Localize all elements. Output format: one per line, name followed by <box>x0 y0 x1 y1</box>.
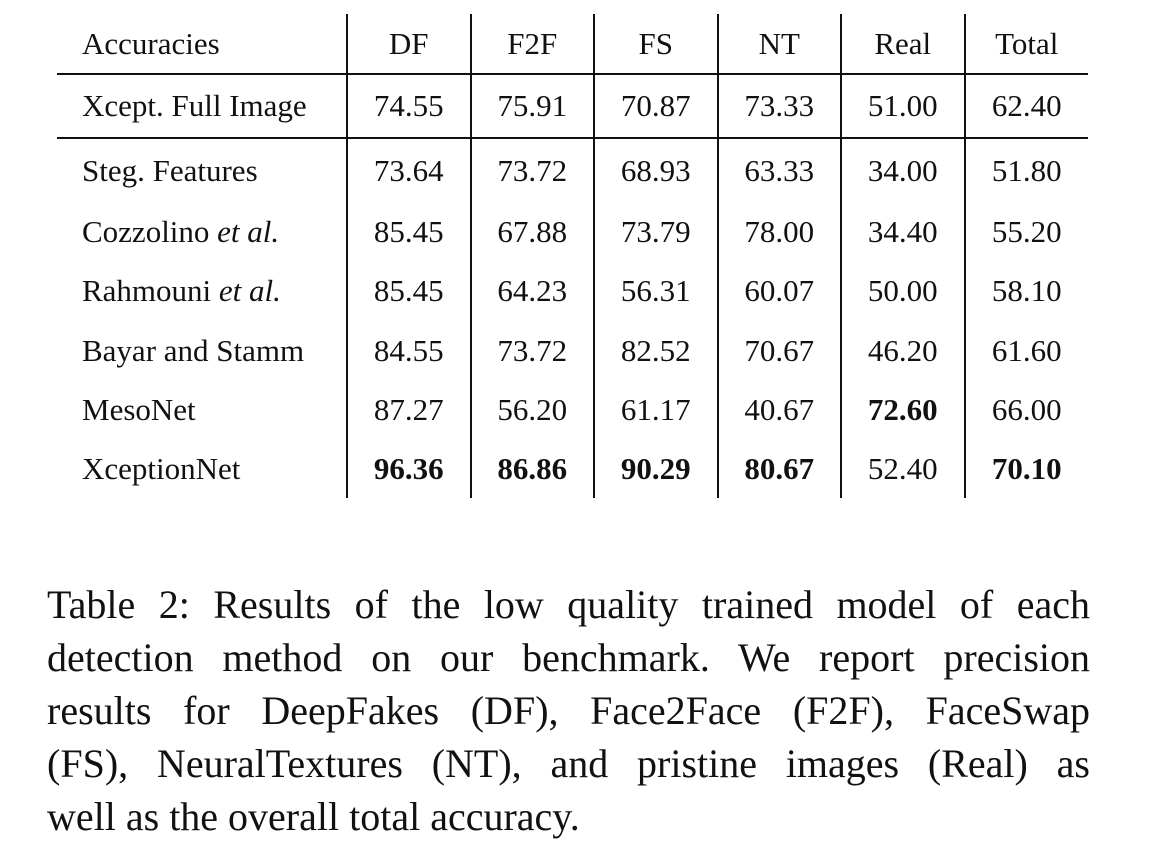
row-method-label: MesoNet <box>82 392 196 428</box>
cell-f2f: 75.91 <box>469 74 594 139</box>
table-row-baseline: Xcept. Full Image 74.55 75.91 70.87 73.3… <box>57 74 1088 139</box>
cell-total: 58.10 <box>963 261 1088 321</box>
cell-f2f: 56.20 <box>469 380 594 440</box>
cell-real: 50.00 <box>840 261 965 321</box>
column-header-real: Real <box>840 14 965 75</box>
cell-nt: 70.67 <box>716 321 841 381</box>
cell-nt: 63.33 <box>716 138 841 202</box>
column-header-nt: NT <box>716 14 841 75</box>
cell-total: 62.40 <box>963 74 1088 139</box>
table-row: Steg. Features 73.64 73.72 68.93 63.33 3… <box>57 138 1088 202</box>
caption-line: Table 2: Results of the low quality trai… <box>47 582 1090 627</box>
caption-line: well as the overall total accuracy. <box>47 794 580 839</box>
table-row: MesoNet 87.27 56.20 61.17 40.67 72.60 66… <box>57 380 1088 440</box>
cell-fs: 56.31 <box>593 261 718 321</box>
caption-line: (FS), NeuralTextures (NT), and pristine … <box>47 741 1090 786</box>
cell-real: 34.00 <box>840 138 965 202</box>
table-header-row: Accuracies DF F2F FS NT Real Total <box>57 14 1088 75</box>
cell-fs: 73.79 <box>593 202 718 262</box>
cell-real: 34.40 <box>840 202 965 262</box>
column-header-f2f: F2F <box>469 14 594 75</box>
cell-df: 85.45 <box>346 261 471 321</box>
caption-line: results for DeepFakes (DF), Face2Face (F… <box>47 688 1090 733</box>
cell-fs: 82.52 <box>593 321 718 381</box>
row-method-label: Xcept. Full Image <box>57 74 347 139</box>
method-name: Cozzolino <box>82 213 210 249</box>
table-caption: Table 2: Results of the low quality trai… <box>47 578 1090 843</box>
cell-df: 85.45 <box>346 202 471 262</box>
cell-total: 55.20 <box>963 202 1088 262</box>
table-row: XceptionNet 96.36 86.86 90.29 80.67 52.4… <box>57 440 1088 498</box>
cell-df: 73.64 <box>346 138 471 202</box>
cell-df-best: 96.36 <box>346 440 471 498</box>
table-row: Bayar and Stamm 84.55 73.72 82.52 70.67 … <box>57 321 1088 381</box>
cell-nt: 60.07 <box>716 261 841 321</box>
cell-real: 52.40 <box>840 440 965 498</box>
column-header-accuracies: Accuracies <box>57 14 347 75</box>
table-row: Rahmouni et al. 85.45 64.23 56.31 60.07 … <box>57 261 1088 322</box>
row-method-label: Steg. Features <box>82 152 258 188</box>
cell-f2f-best: 86.86 <box>469 440 594 498</box>
cell-nt-best: 80.67 <box>716 440 841 498</box>
row-method-label: Cozzolino et al. <box>57 202 347 262</box>
cell-f2f: 73.72 <box>469 138 594 202</box>
column-header-df: DF <box>346 14 471 75</box>
cell-f2f: 64.23 <box>469 261 594 321</box>
cell-total: 66.00 <box>963 380 1088 440</box>
row-method-label: XceptionNet <box>82 451 241 486</box>
cell-df: 74.55 <box>346 74 471 139</box>
row-method-label: Rahmouni et al. <box>57 262 347 322</box>
cell-fs: 70.87 <box>593 74 718 139</box>
caption-line: detection method on our benchmark. We re… <box>47 635 1090 680</box>
cell-nt: 73.33 <box>716 74 841 139</box>
column-header-fs: FS <box>593 14 718 75</box>
cell-fs-best: 90.29 <box>593 440 718 498</box>
cell-real: 51.00 <box>840 74 965 139</box>
method-suffix: et al. <box>217 213 280 249</box>
cell-total: 51.80 <box>963 138 1088 202</box>
cell-df: 87.27 <box>346 380 471 440</box>
cell-df: 84.55 <box>346 321 471 381</box>
results-table: Accuracies DF F2F FS NT Real Total Xcept… <box>57 14 1088 498</box>
cell-nt: 40.67 <box>716 380 841 440</box>
table-row: Cozzolino et al. 85.45 67.88 73.79 78.00… <box>57 202 1088 262</box>
cell-f2f: 67.88 <box>469 202 594 262</box>
cell-total-best: 70.10 <box>963 440 1088 498</box>
method-name: Rahmouni <box>82 273 212 309</box>
cell-fs: 61.17 <box>593 380 718 440</box>
cell-total: 61.60 <box>963 321 1088 381</box>
results-table-container: Accuracies DF F2F FS NT Real Total Xcept… <box>57 14 1088 498</box>
cell-f2f: 73.72 <box>469 321 594 381</box>
cell-real-best: 72.60 <box>840 380 965 440</box>
cell-nt: 78.00 <box>716 202 841 262</box>
cell-real: 46.20 <box>840 321 965 381</box>
cell-fs: 68.93 <box>593 138 718 202</box>
row-method-label: Bayar and Stamm <box>82 332 305 368</box>
method-suffix: et al. <box>218 273 281 309</box>
column-header-total: Total <box>963 14 1088 75</box>
